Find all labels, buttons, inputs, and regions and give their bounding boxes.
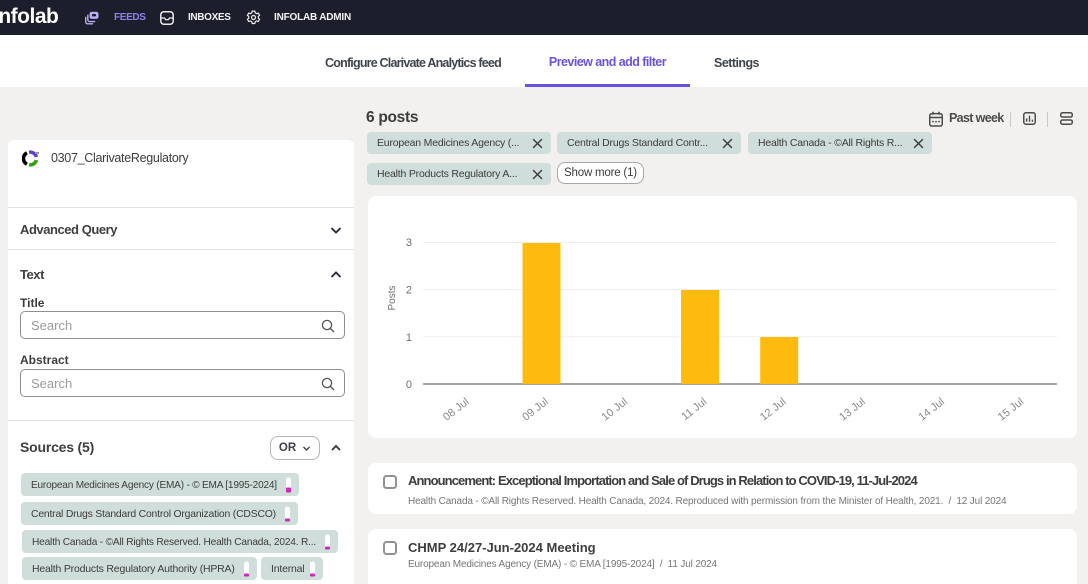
svg-text:2: 2 [406, 285, 412, 297]
svg-text:08 Jul: 08 Jul [441, 396, 472, 424]
svg-text:15 Jul: 15 Jul [996, 396, 1027, 424]
svg-text:13 Jul: 13 Jul [837, 396, 868, 424]
svg-text:12 Jul: 12 Jul [758, 396, 789, 424]
svg-text:0: 0 [406, 379, 412, 391]
svg-text:3: 3 [406, 237, 412, 249]
svg-text:09 Jul: 09 Jul [520, 396, 551, 424]
svg-text:11 Jul: 11 Jul [679, 396, 709, 423]
svg-text:Posts: Posts [387, 285, 398, 310]
svg-text:1: 1 [406, 332, 412, 344]
svg-text:14 Jul: 14 Jul [916, 396, 947, 424]
svg-text:10 Jul: 10 Jul [600, 396, 631, 424]
